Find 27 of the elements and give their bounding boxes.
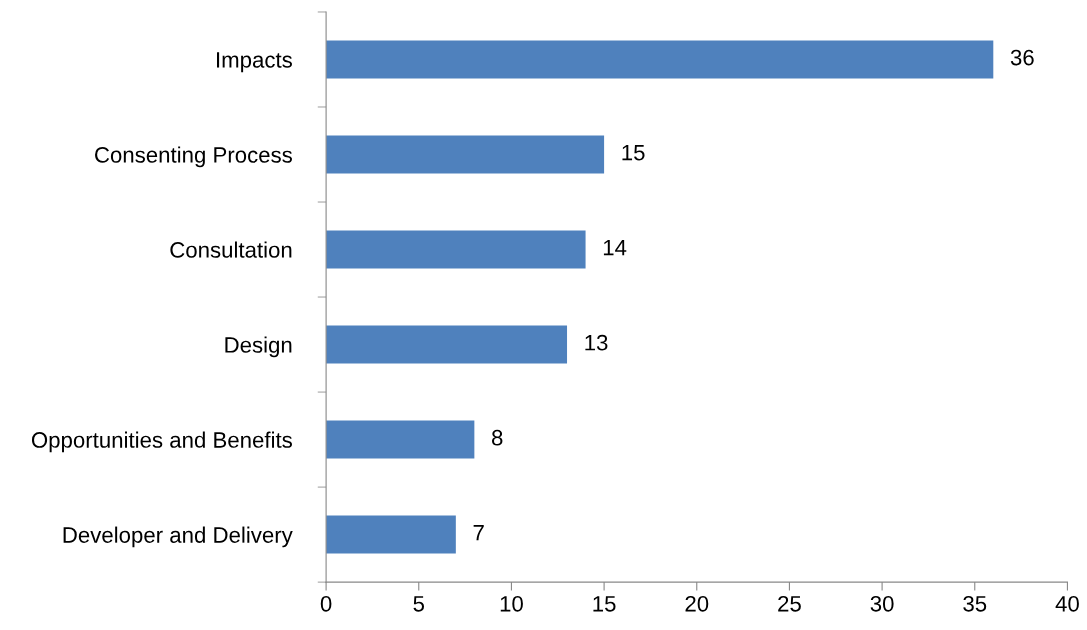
data-label: 8 xyxy=(492,429,503,446)
x-tick-label: 30 xyxy=(870,595,894,612)
bar xyxy=(326,135,605,174)
data-label: 14 xyxy=(603,239,627,256)
x-tick-label: 15 xyxy=(593,596,616,612)
y-tick-label: Consenting Process xyxy=(95,146,292,168)
data-label: 15 xyxy=(622,144,645,161)
bar xyxy=(326,325,568,364)
data-label: 36 xyxy=(1010,49,1034,66)
x-tick-label: 5 xyxy=(413,596,425,612)
data-label: 13 xyxy=(585,334,608,351)
x-tick-label: 20 xyxy=(685,595,709,612)
bar xyxy=(326,230,586,269)
y-tick-label: Opportunities and Benefits xyxy=(31,431,292,453)
x-tick-label: 10 xyxy=(500,595,523,612)
y-tick-label: Consultation xyxy=(170,241,292,258)
x-tick-label: 0 xyxy=(320,595,332,612)
x-tick-label: 25 xyxy=(778,595,801,612)
data-label: 7 xyxy=(473,525,484,541)
x-tick-label: 35 xyxy=(963,595,987,612)
bar xyxy=(326,40,994,79)
y-tick-label: Design xyxy=(225,336,292,358)
x-tick-label: 40 xyxy=(1055,595,1079,612)
bar xyxy=(326,420,475,459)
y-tick-label: Developer and Delivery xyxy=(63,526,293,548)
bar xyxy=(326,515,456,554)
y-tick-label: Impacts xyxy=(217,52,292,73)
